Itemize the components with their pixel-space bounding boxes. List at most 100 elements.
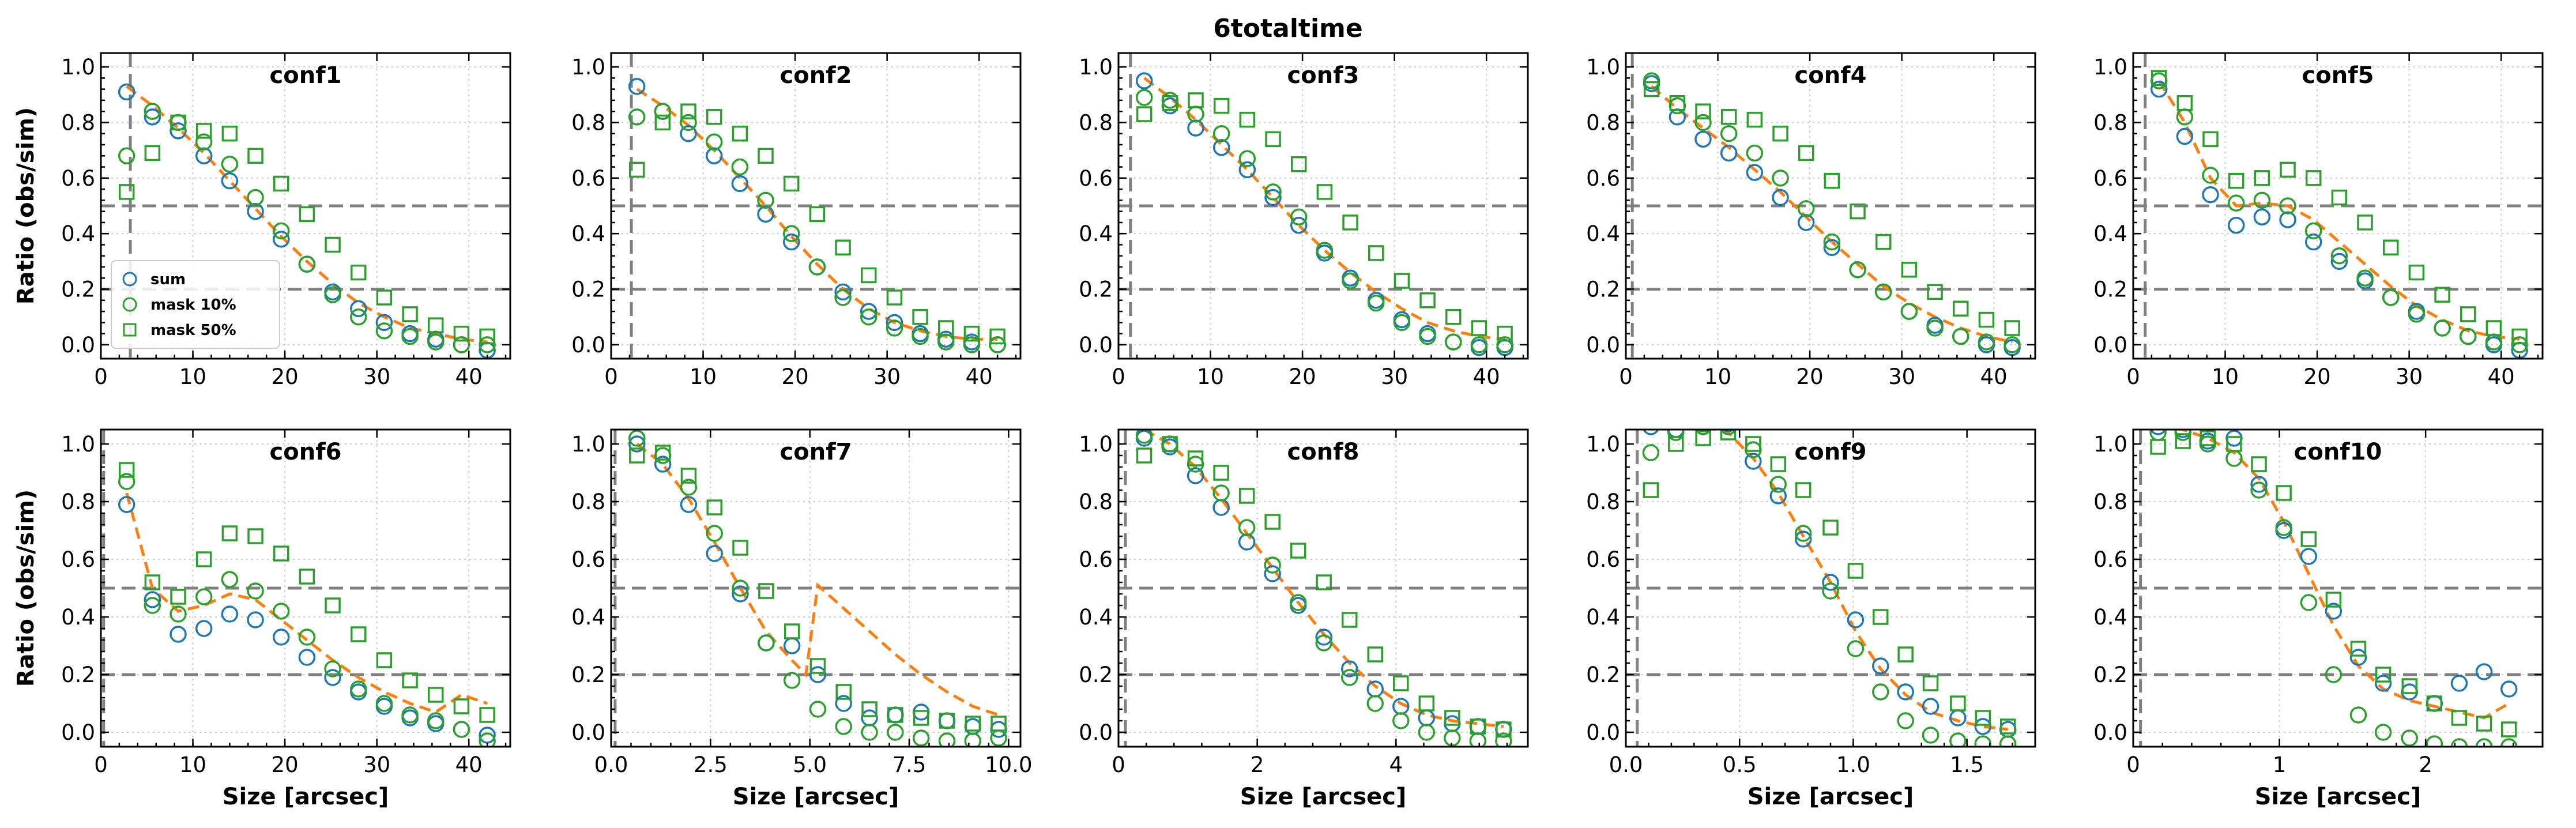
mask50-point xyxy=(479,707,495,723)
x-axis-label: Size [arcsec] xyxy=(733,784,899,810)
y-tick-label: 0.6 xyxy=(571,166,605,191)
y-tick-label: 1.0 xyxy=(1079,432,1113,457)
mask50-point xyxy=(809,206,826,223)
y-tick-label: 0.6 xyxy=(571,547,605,572)
mask50-point xyxy=(1927,284,1943,300)
mask50-point xyxy=(1445,308,1462,325)
mask50-point xyxy=(2500,721,2517,737)
mask50-point xyxy=(1897,646,1914,663)
mask10-point xyxy=(938,732,956,747)
mask50-point xyxy=(1669,95,1686,111)
sum-point xyxy=(2349,649,2367,666)
mask50-point xyxy=(1393,675,1409,691)
mask10-point xyxy=(706,525,723,542)
mask10-point xyxy=(1949,732,1967,747)
x-tick-label: 20 xyxy=(272,752,299,777)
mask10-point xyxy=(1794,525,1812,542)
mask50-point xyxy=(1695,103,1711,119)
mask50-point xyxy=(2200,430,2216,446)
sum-point xyxy=(324,669,341,686)
panel-title: conf3 xyxy=(1287,62,1359,89)
axes-frame xyxy=(1625,52,2036,360)
data-series xyxy=(628,430,1007,747)
mask10-point xyxy=(1289,594,1307,611)
mask10-point xyxy=(324,286,341,303)
mask50-point xyxy=(1772,125,1788,142)
sum-point xyxy=(2500,680,2518,698)
sum-point xyxy=(2325,603,2342,620)
mask10-point xyxy=(1495,732,1512,747)
x-tick-label: 40 xyxy=(2488,364,2515,389)
x-tick-label: 30 xyxy=(363,364,390,389)
mask10-point xyxy=(1366,695,1384,712)
tick-marks xyxy=(1625,53,2035,359)
mask50-point xyxy=(706,109,722,125)
mask50-point xyxy=(1999,718,2016,735)
y-tick-label: 0.2 xyxy=(61,663,95,687)
mask10-point xyxy=(1212,125,1230,142)
x-tick-label: 10 xyxy=(179,364,206,389)
sum-point xyxy=(2150,430,2166,435)
mask10-point xyxy=(2450,738,2468,747)
sum-point xyxy=(170,122,187,140)
mask10-point xyxy=(479,336,496,353)
sum-point xyxy=(1822,574,1839,591)
mask50-point xyxy=(453,325,470,342)
sum-point xyxy=(1897,683,1914,701)
mask50-point xyxy=(118,184,135,200)
y-tick-label: 0.4 xyxy=(571,605,605,630)
mask50-point xyxy=(963,325,980,342)
mask10-point xyxy=(1496,336,1513,353)
mask50-point xyxy=(1367,646,1384,663)
mask50-point xyxy=(376,289,393,306)
mask50-point xyxy=(939,713,955,729)
figure-suptitle: 6totaltime xyxy=(1213,14,1363,43)
mask10-point xyxy=(2374,724,2392,741)
sum-point xyxy=(221,172,239,190)
mask10-point xyxy=(401,706,419,724)
sum-point xyxy=(1212,139,1230,156)
mask10-point xyxy=(118,473,135,490)
fit-curve xyxy=(636,88,998,341)
mask10-point xyxy=(2356,269,2374,287)
mask10-point xyxy=(1642,444,1660,461)
mask10-point xyxy=(2174,430,2191,441)
mask50-point xyxy=(350,264,367,281)
reference-lines xyxy=(1118,53,1528,359)
sum-point xyxy=(706,545,723,562)
x-tick-label: 40 xyxy=(966,364,993,389)
mask10-point xyxy=(1978,333,1995,351)
mask50-point xyxy=(758,583,774,599)
mask50-point xyxy=(2485,320,2502,336)
mask10-point xyxy=(1900,303,1918,320)
mask10-point xyxy=(887,724,904,741)
mask50-point xyxy=(1419,292,1436,308)
mask10-point xyxy=(1926,319,1944,337)
sum-point xyxy=(1772,189,1789,206)
sum-point xyxy=(782,233,800,251)
legend-label: mask 50% xyxy=(150,322,236,339)
x-tick-label: 10 xyxy=(1197,364,1224,389)
sum-point xyxy=(732,585,749,603)
y-tick-label: 0.8 xyxy=(61,110,95,135)
mask50-point xyxy=(2401,678,2417,694)
mask10-point xyxy=(2500,738,2518,747)
mask10-point xyxy=(1445,333,1462,351)
mask10-point xyxy=(1418,724,1436,741)
sum-point xyxy=(2304,233,2322,251)
mask10-point xyxy=(1720,430,1737,435)
sum-point xyxy=(144,591,161,608)
mask10-point xyxy=(680,114,697,131)
reference-lines xyxy=(2133,53,2543,359)
sum-point xyxy=(2227,216,2245,234)
reference-lines xyxy=(1626,430,2035,747)
mask50-point xyxy=(1341,612,1358,628)
mask50-point xyxy=(221,525,238,541)
y-tick-label: 0.2 xyxy=(571,663,605,687)
sum-point xyxy=(680,125,697,142)
sum-point xyxy=(2279,211,2296,228)
sum-point xyxy=(1794,530,1812,548)
sum-point xyxy=(2300,548,2318,565)
mask10-point xyxy=(2401,729,2418,747)
sum-point xyxy=(375,314,393,332)
